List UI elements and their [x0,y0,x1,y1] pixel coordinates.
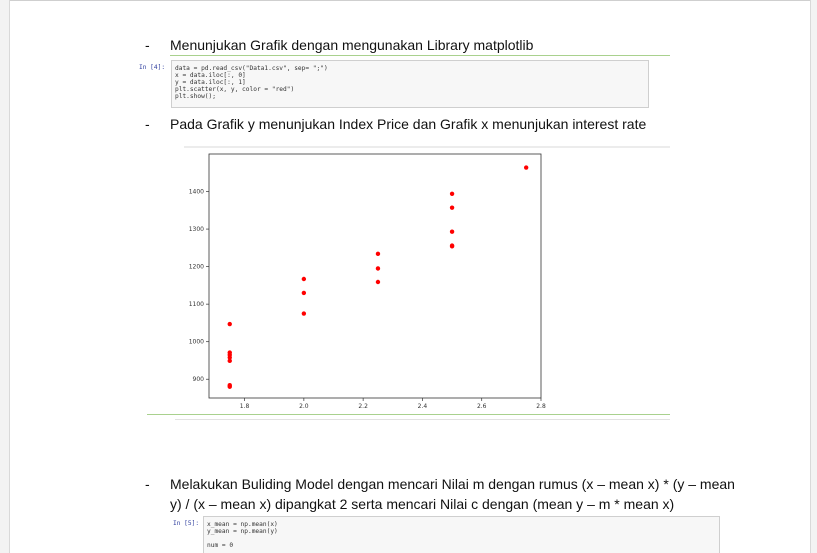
y-tick-label: 1100 [189,301,204,308]
bullet-text: Pada Grafik y menunjukan Index Price dan… [170,116,647,132]
code-line: x = data.iloc[:, 0] [175,72,246,79]
code-line: y_mean = np.mean(y) [207,528,278,535]
scatter-point [227,355,232,360]
scatter-points [227,165,529,389]
scatter-point [449,205,455,210]
x-tick-label: 1.8 [240,403,250,410]
bullet-text-line-2: y) / (x – mean x) dipangkat 2 serta menc… [170,496,675,512]
scatter-point [449,229,455,234]
scatter-point [523,165,529,170]
bullet-marker: - [145,116,150,132]
scatter-point [449,191,455,196]
code-box[interactable]: x_mean = np.mean(x) y_mean = np.mean(y) … [203,516,720,553]
scatter-point [449,244,455,249]
scatter-chart-container: 1.8 2.0 2.2 2.4 2.6 2.8 900 1000 1100 1200 1300 140… [180,146,672,418]
code-box[interactable]: data = pd.read_csv("Data1.csv", sep= ";"… [171,60,649,108]
x-tick-label: 2.6 [477,403,487,410]
scatter-point [301,276,307,282]
chart-bottom-rule [175,419,670,420]
scatter-point [301,311,307,316]
scatter-point [375,266,381,271]
scatter-point [227,358,232,364]
code-line: data = pd.read_csv("Data1.csv", sep= ";"… [175,65,328,72]
x-tick-label: 2.2 [358,403,368,410]
bullet-item-1: - Menunjukan Grafik dengan mengunakan Li… [145,35,705,55]
code-line: plt.scatter(x, y, color = "red") [175,86,295,93]
cell-prompt: In [4]: [139,64,166,71]
x-tick-label: 2.4 [418,403,428,410]
scatter-point [375,279,381,285]
bullet-item-3: - Melakukan Buliding Model dengan mencar… [145,474,735,514]
scatter-point [227,384,232,389]
code-line: num = 0 [207,542,234,549]
scatter-point [301,290,307,296]
code-line: x_mean = np.mean(x) [207,521,278,528]
x-tick-label: 2.0 [299,403,309,410]
y-tick-label: 1200 [189,264,204,271]
document-page: - Menunjukan Grafik dengan mengunakan Li… [9,0,811,553]
chart-background [180,146,672,418]
bullet-text-line-1: Melakukan Buliding Model dengan mencari … [170,476,735,492]
cell-prompt: In [5]: [173,520,200,527]
x-tick-label: 2.8 [536,403,546,410]
separator-rule [170,55,670,56]
code-cell-1: In [4]: data = pd.read_csv("Data1.csv", … [137,60,649,108]
bullet-item-2: - Pada Grafik y menunjukan Index Price d… [145,114,705,134]
code-line: plt.show(); [175,93,216,100]
scatter-chart: 1.8 2.0 2.2 2.4 2.6 2.8 900 1000 1100 1200 1300 140… [180,146,672,418]
bullet-text: Menunjukan Grafik dengan mengunakan Libr… [170,37,534,53]
plot-area-frame [208,153,542,399]
y-tick-label: 1300 [189,226,204,233]
bullet-marker: - [145,37,150,53]
y-tick-label: 1000 [189,339,204,346]
axis-ticks: 1.8 2.0 2.2 2.4 2.6 2.8 900 1000 1100 1200 1300 140… [189,189,546,410]
code-line: y = data.iloc[:, 1] [175,79,246,86]
scatter-point [227,321,232,327]
y-tick-label: 900 [193,376,205,383]
page-top-border [10,0,810,1]
y-tick-label: 1400 [189,189,204,196]
code-cell-2: In [5]: x_mean = np.mean(x) y_mean = np.… [170,516,720,553]
separator-rule [147,414,670,415]
bullet-marker: - [145,476,150,492]
scatter-point [375,251,381,257]
